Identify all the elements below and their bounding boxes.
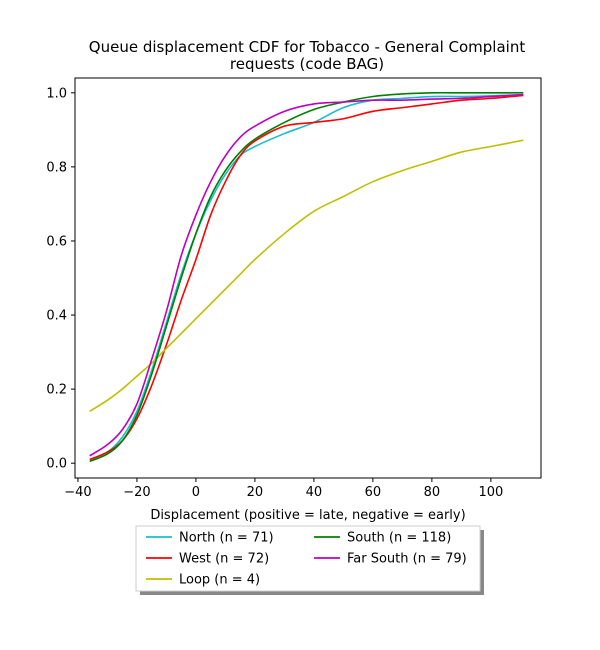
x-axis: −40 −20 0 20 40 60 80 100	[64, 478, 503, 500]
y-tick-label: 1.0	[46, 86, 67, 101]
x-tick-label: 100	[478, 485, 503, 500]
y-tick-label: 0.0	[46, 457, 67, 472]
legend-label-south: South (n = 118)	[347, 531, 451, 546]
chart-subtitle: requests (code BAG)	[230, 55, 384, 73]
y-axis: 0.0 0.2 0.4 0.6 0.8 1.0	[46, 86, 75, 472]
y-tick-label: 0.8	[46, 160, 67, 175]
plot-frame	[74, 77, 542, 479]
x-tick-label: 80	[424, 485, 441, 500]
x-tick-label: 60	[365, 485, 382, 500]
x-tick-label: 40	[306, 485, 323, 500]
y-tick-label: 0.4	[46, 309, 67, 324]
x-tick-label: 20	[247, 485, 264, 500]
x-axis-label: Displacement (positive = late, negative …	[150, 508, 465, 523]
legend-label-west: West (n = 72)	[179, 552, 269, 567]
legend-label-loop: Loop (n = 4)	[179, 573, 260, 588]
series-line-far-south	[89, 93, 524, 457]
legend-box	[135, 525, 481, 592]
series-line-north	[89, 93, 524, 461]
legend-label-north: North (n = 71)	[179, 531, 274, 546]
legend-label-far-south: Far South (n = 79)	[347, 552, 467, 567]
series-layer	[89, 91, 524, 463]
y-tick-label: 0.2	[46, 383, 67, 398]
chart-title: Queue displacement CDF for Tobacco - Gen…	[89, 38, 526, 56]
series-line-loop	[89, 139, 524, 413]
legend: North (n = 71) West (n = 72) Loop (n = 4) S…	[135, 525, 484, 595]
x-tick-label: 0	[192, 485, 200, 500]
series-line-west	[89, 94, 524, 461]
x-tick-label: −20	[123, 485, 150, 500]
x-tick-label: −40	[64, 485, 91, 500]
y-tick-label: 0.6	[46, 234, 67, 249]
series-line-south	[89, 91, 524, 463]
